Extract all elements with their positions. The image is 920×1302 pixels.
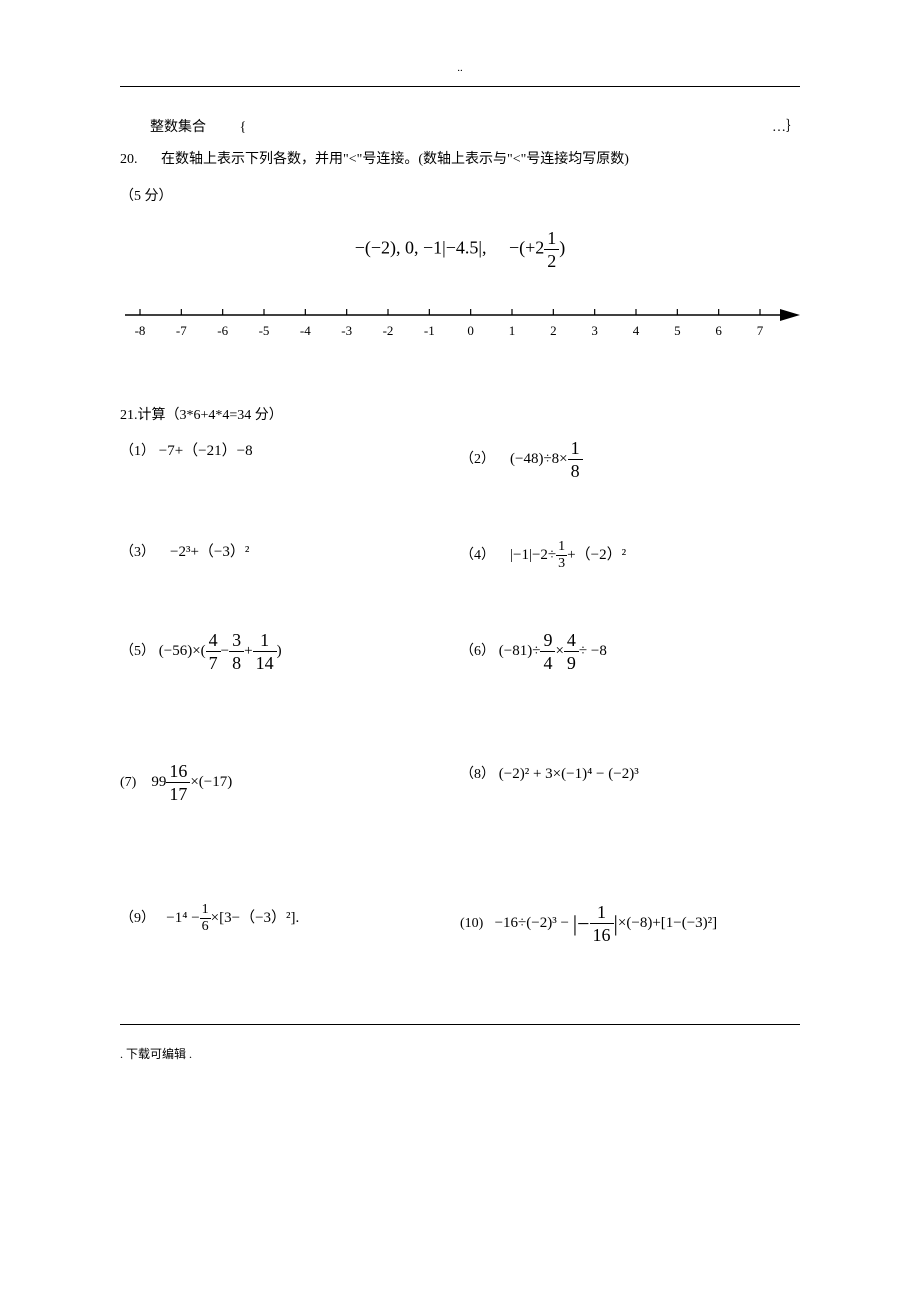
svg-text:3: 3 (591, 323, 598, 338)
q20-frac: 12 (544, 229, 559, 270)
q21-5-left: （5） (−56)×(47−38+114) (120, 631, 460, 672)
q20-expr-suffix-before: −(+2 (509, 237, 544, 257)
integer-set-label: 整数集合 (150, 117, 206, 139)
svg-text:-4: -4 (300, 323, 311, 338)
q20-text: 在数轴上表示下列各数，并用"<"号连接。(数轴上表示与"<"号连接均写原数) (161, 152, 629, 167)
q21-10-num: (10) (460, 916, 483, 931)
open-brace: { (240, 117, 247, 139)
q21-row-3: （5） (−56)×(47−38+114) （6） (−81)÷94×49÷ −… (120, 631, 800, 672)
svg-text:0: 0 (467, 323, 474, 338)
q21-6-right: （6） (−81)÷94×49÷ −8 (460, 631, 800, 672)
footer-text: . 下载可编辑 . (120, 1045, 800, 1064)
svg-text:5: 5 (674, 323, 681, 338)
svg-text:-7: -7 (176, 323, 187, 338)
q21-5-num: （5） (120, 644, 155, 659)
q21-1-expr: −7+（−21）−8 (159, 443, 253, 459)
svg-text:-6: -6 (217, 323, 228, 338)
q20-frac-n: 1 (544, 229, 559, 250)
q21-2-num: （2） (460, 452, 495, 467)
q21-9-left: （9） −1⁴ −16×[3−（−3）²]. (120, 903, 460, 944)
q21-row-4: (7) 991617×(−17) （8） (−2)² + 3×(−1)⁴ − (… (120, 762, 800, 803)
q21-4-frac: 13 (556, 540, 567, 571)
number-line-svg: -8 -7 -6 -5 -4 -3 -2 -1 0 1 2 3 4 5 6 7 (120, 295, 800, 355)
q21-2-right: （2） (−48)÷8×18 (460, 439, 800, 480)
q21-1-num: （1） (120, 444, 155, 459)
q21-1-left: （1） −7+（−21）−8 (120, 439, 460, 480)
q20-expr-suffix-after: ) (559, 237, 565, 257)
header-rule (120, 86, 800, 87)
svg-text:-8: -8 (135, 323, 146, 338)
svg-text:-5: -5 (259, 323, 270, 338)
q21-10-right: (10) −16÷(−2)³ − |−116|×(−8)+[1−(−3)²] (460, 903, 800, 944)
q21-3-num: （3） (120, 545, 155, 560)
q21-8-num: （8） (460, 767, 495, 782)
close-brace: …｝ (772, 117, 800, 139)
q21-3-left: （3） −2³+（−3）² (120, 540, 460, 571)
q21-row-5: （9） −1⁴ −16×[3−（−3）²]. (10) −16÷(−2)³ − … (120, 903, 800, 944)
q20-expression: −(−2), 0, −1|−4.5|, −(+212) (120, 229, 800, 270)
svg-text:2: 2 (550, 323, 557, 338)
number-line: -8 -7 -6 -5 -4 -3 -2 -1 0 1 2 3 4 5 6 7 (120, 295, 800, 355)
integer-set-row: 整数集合 { …｝ (120, 117, 800, 139)
q21-2-frac: 18 (568, 439, 583, 480)
q21-title: 21.计算（3*6+4*4=34 分） (120, 405, 800, 427)
svg-text:-1: -1 (424, 323, 435, 338)
q21-5-pre: (−56)×( (159, 643, 206, 659)
q20-expr-prefix: −(−2), 0, −1|−4.5|, (355, 237, 487, 257)
q20-points: （5 分） (120, 186, 800, 208)
q21-row-2: （3） −2³+（−3）² （4） |−1|−2÷13+（−2）² (120, 540, 800, 571)
q21-9-num: （9） (120, 911, 155, 926)
q21-7-left: (7) 991617×(−17) (120, 762, 460, 803)
q21-4-pre: |−1|−2÷ (510, 547, 556, 563)
q21-3-expr: −2³+（−3）² (170, 544, 249, 560)
question-20: 20. 在数轴上表示下列各数，并用"<"号连接。(数轴上表示与"<"号连接均写原… (120, 149, 800, 171)
svg-text:7: 7 (757, 323, 764, 338)
svg-text:-3: -3 (341, 323, 352, 338)
q21-row-1: （1） −7+（−21）−8 （2） (−48)÷8×18 (120, 439, 800, 480)
svg-text:-2: -2 (383, 323, 394, 338)
footer-rule (120, 1024, 800, 1025)
q21-7-num: (7) (120, 775, 136, 790)
q20-num: 20. (120, 152, 138, 167)
q21-4-num: （4） (460, 548, 495, 563)
svg-text:6: 6 (715, 323, 722, 338)
q21-4-right: （4） |−1|−2÷13+（−2）² (460, 540, 800, 571)
q21-6-num: （6） (460, 644, 495, 659)
svg-text:4: 4 (633, 323, 640, 338)
q21-2-pre: (−48)÷8× (510, 451, 568, 467)
svg-text:1: 1 (509, 323, 516, 338)
q21-4-post: +（−2）² (567, 547, 626, 563)
header-dots: .. (120, 60, 800, 78)
q20-frac-d: 2 (544, 250, 559, 270)
q21-8-right: （8） (−2)² + 3×(−1)⁴ − (−2)³ (460, 762, 800, 803)
